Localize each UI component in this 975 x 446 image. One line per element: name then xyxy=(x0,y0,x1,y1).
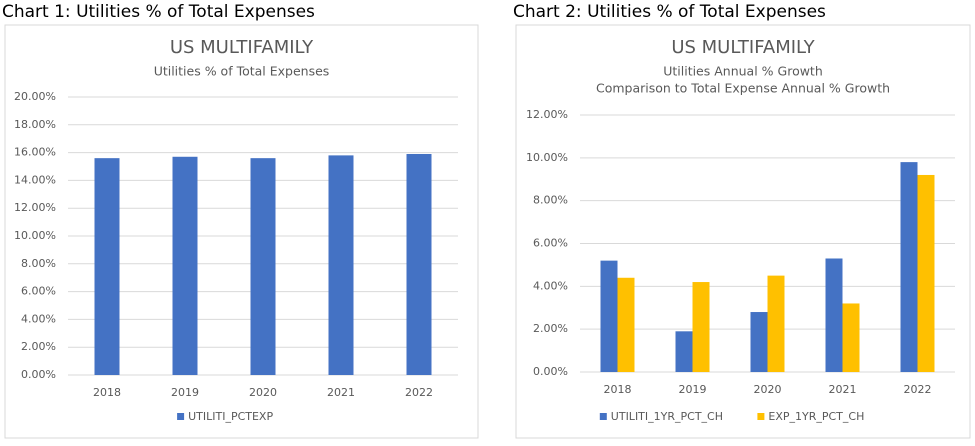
y-tick-label: 12.00% xyxy=(14,201,56,214)
bar xyxy=(172,156,198,375)
chart-subtitle: Comparison to Total Expense Annual % Gro… xyxy=(596,81,890,96)
legend-swatch xyxy=(177,413,185,420)
y-tick-label: 14.00% xyxy=(14,173,56,186)
x-tick-label: 2019 xyxy=(171,386,199,399)
x-tick-label: 2021 xyxy=(327,386,355,399)
chart-frame xyxy=(4,24,479,439)
chart-subtitle: Utilities % of Total Expenses xyxy=(154,64,330,79)
bar xyxy=(692,282,710,372)
bar xyxy=(750,312,768,372)
bar xyxy=(94,158,120,375)
bar xyxy=(600,260,618,372)
chart-frame xyxy=(515,24,971,439)
bar xyxy=(250,158,276,375)
x-tick-label: 2022 xyxy=(904,383,932,396)
y-tick-label: 4.00% xyxy=(533,279,568,292)
x-tick-label: 2022 xyxy=(405,386,433,399)
bar xyxy=(406,153,432,375)
legend-swatch xyxy=(599,413,607,420)
y-tick-label: 6.00% xyxy=(21,285,56,298)
bar xyxy=(328,155,354,375)
y-tick-label: 2.00% xyxy=(533,322,568,335)
bar xyxy=(825,258,843,372)
chart-subtitle: Utilities Annual % Growth xyxy=(663,64,823,79)
x-tick-label: 2019 xyxy=(679,383,707,396)
y-tick-label: 2.00% xyxy=(21,340,56,353)
chart-caption: Chart 2: Utilities % of Total Expenses xyxy=(513,2,826,22)
chart-title: US MULTIFAMILY xyxy=(170,37,314,58)
y-tick-label: 0.00% xyxy=(533,365,568,378)
legend-label: UTILITI_PCTEXP xyxy=(188,410,273,423)
y-tick-label: 16.00% xyxy=(14,146,56,159)
y-tick-label: 18.00% xyxy=(14,118,56,131)
chart-title: US MULTIFAMILY xyxy=(671,37,815,58)
y-tick-label: 8.00% xyxy=(533,194,568,207)
bar xyxy=(842,303,860,372)
y-tick-label: 6.00% xyxy=(533,237,568,250)
y-tick-label: 12.00% xyxy=(526,108,568,121)
y-tick-label: 8.00% xyxy=(21,257,56,270)
x-tick-label: 2020 xyxy=(754,383,782,396)
y-tick-label: 10.00% xyxy=(526,151,568,164)
bar xyxy=(767,275,785,372)
y-tick-label: 4.00% xyxy=(21,312,56,325)
x-tick-label: 2018 xyxy=(93,386,121,399)
bar xyxy=(617,277,635,372)
y-tick-label: 10.00% xyxy=(14,229,56,242)
legend-swatch xyxy=(757,413,765,420)
y-tick-label: 0.00% xyxy=(21,368,56,381)
bar xyxy=(917,174,935,372)
bar xyxy=(900,162,918,372)
bar xyxy=(675,331,693,372)
x-tick-label: 2020 xyxy=(249,386,277,399)
x-tick-label: 2021 xyxy=(829,383,857,396)
chart-caption: Chart 1: Utilities % of Total Expenses xyxy=(2,2,315,22)
legend-label: UTILITI_1YR_PCT_CH xyxy=(611,410,723,423)
x-tick-label: 2018 xyxy=(604,383,632,396)
y-tick-label: 20.00% xyxy=(14,90,56,103)
legend-label: EXP_1YR_PCT_CH xyxy=(768,410,864,423)
